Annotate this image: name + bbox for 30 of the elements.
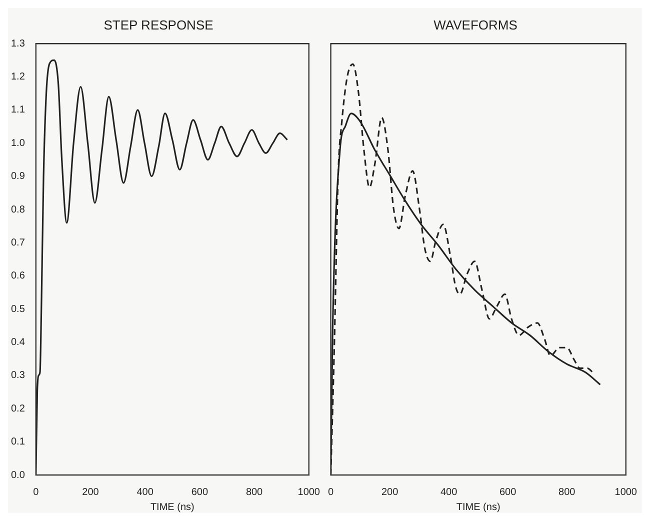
y-tick-label: 0.2: [10, 403, 26, 414]
chart-title: STEP RESPONSE: [104, 17, 214, 32]
x-tick-label: 800: [246, 486, 264, 498]
y-tick-label: 0.4: [10, 337, 26, 348]
x-tick-label: 0: [328, 486, 334, 498]
chart-title: WAVEFORMS: [434, 17, 518, 32]
x-axis-title: TIME (ns): [150, 502, 194, 513]
y-tick-label: 0.7: [10, 237, 26, 248]
y-tick-label: 0.5: [10, 304, 26, 315]
x-tick-label: 600: [499, 486, 517, 498]
x-tick-label: 1000: [614, 486, 638, 498]
y-tick-label: 1.1: [10, 104, 26, 116]
y-tick-label: 1.2: [10, 72, 26, 83]
x-tick-label: 400: [440, 486, 458, 498]
y-tick-label: 0.3: [10, 370, 26, 382]
x-axis-title: TIME (ns): [456, 502, 500, 513]
x-tick-label: 400: [136, 486, 154, 498]
y-tick-label: 1.0: [10, 138, 26, 149]
x-tick-label: 200: [381, 486, 399, 498]
x-tick-label: 0: [33, 486, 40, 498]
y-tick-label: 0.9: [10, 171, 26, 182]
x-tick-label: 800: [558, 486, 576, 498]
x-tick-label: 200: [82, 486, 100, 498]
y-tick-label: 0.6: [10, 270, 26, 282]
y-tick-label: 0.8: [10, 204, 26, 216]
y-tick-label: 0.0: [10, 470, 26, 481]
y-tick-label: 1.3: [10, 38, 26, 50]
x-tick-label: 1000: [298, 486, 320, 498]
y-tick-label: 0.1: [10, 436, 26, 448]
x-tick-label: 600: [191, 486, 208, 498]
